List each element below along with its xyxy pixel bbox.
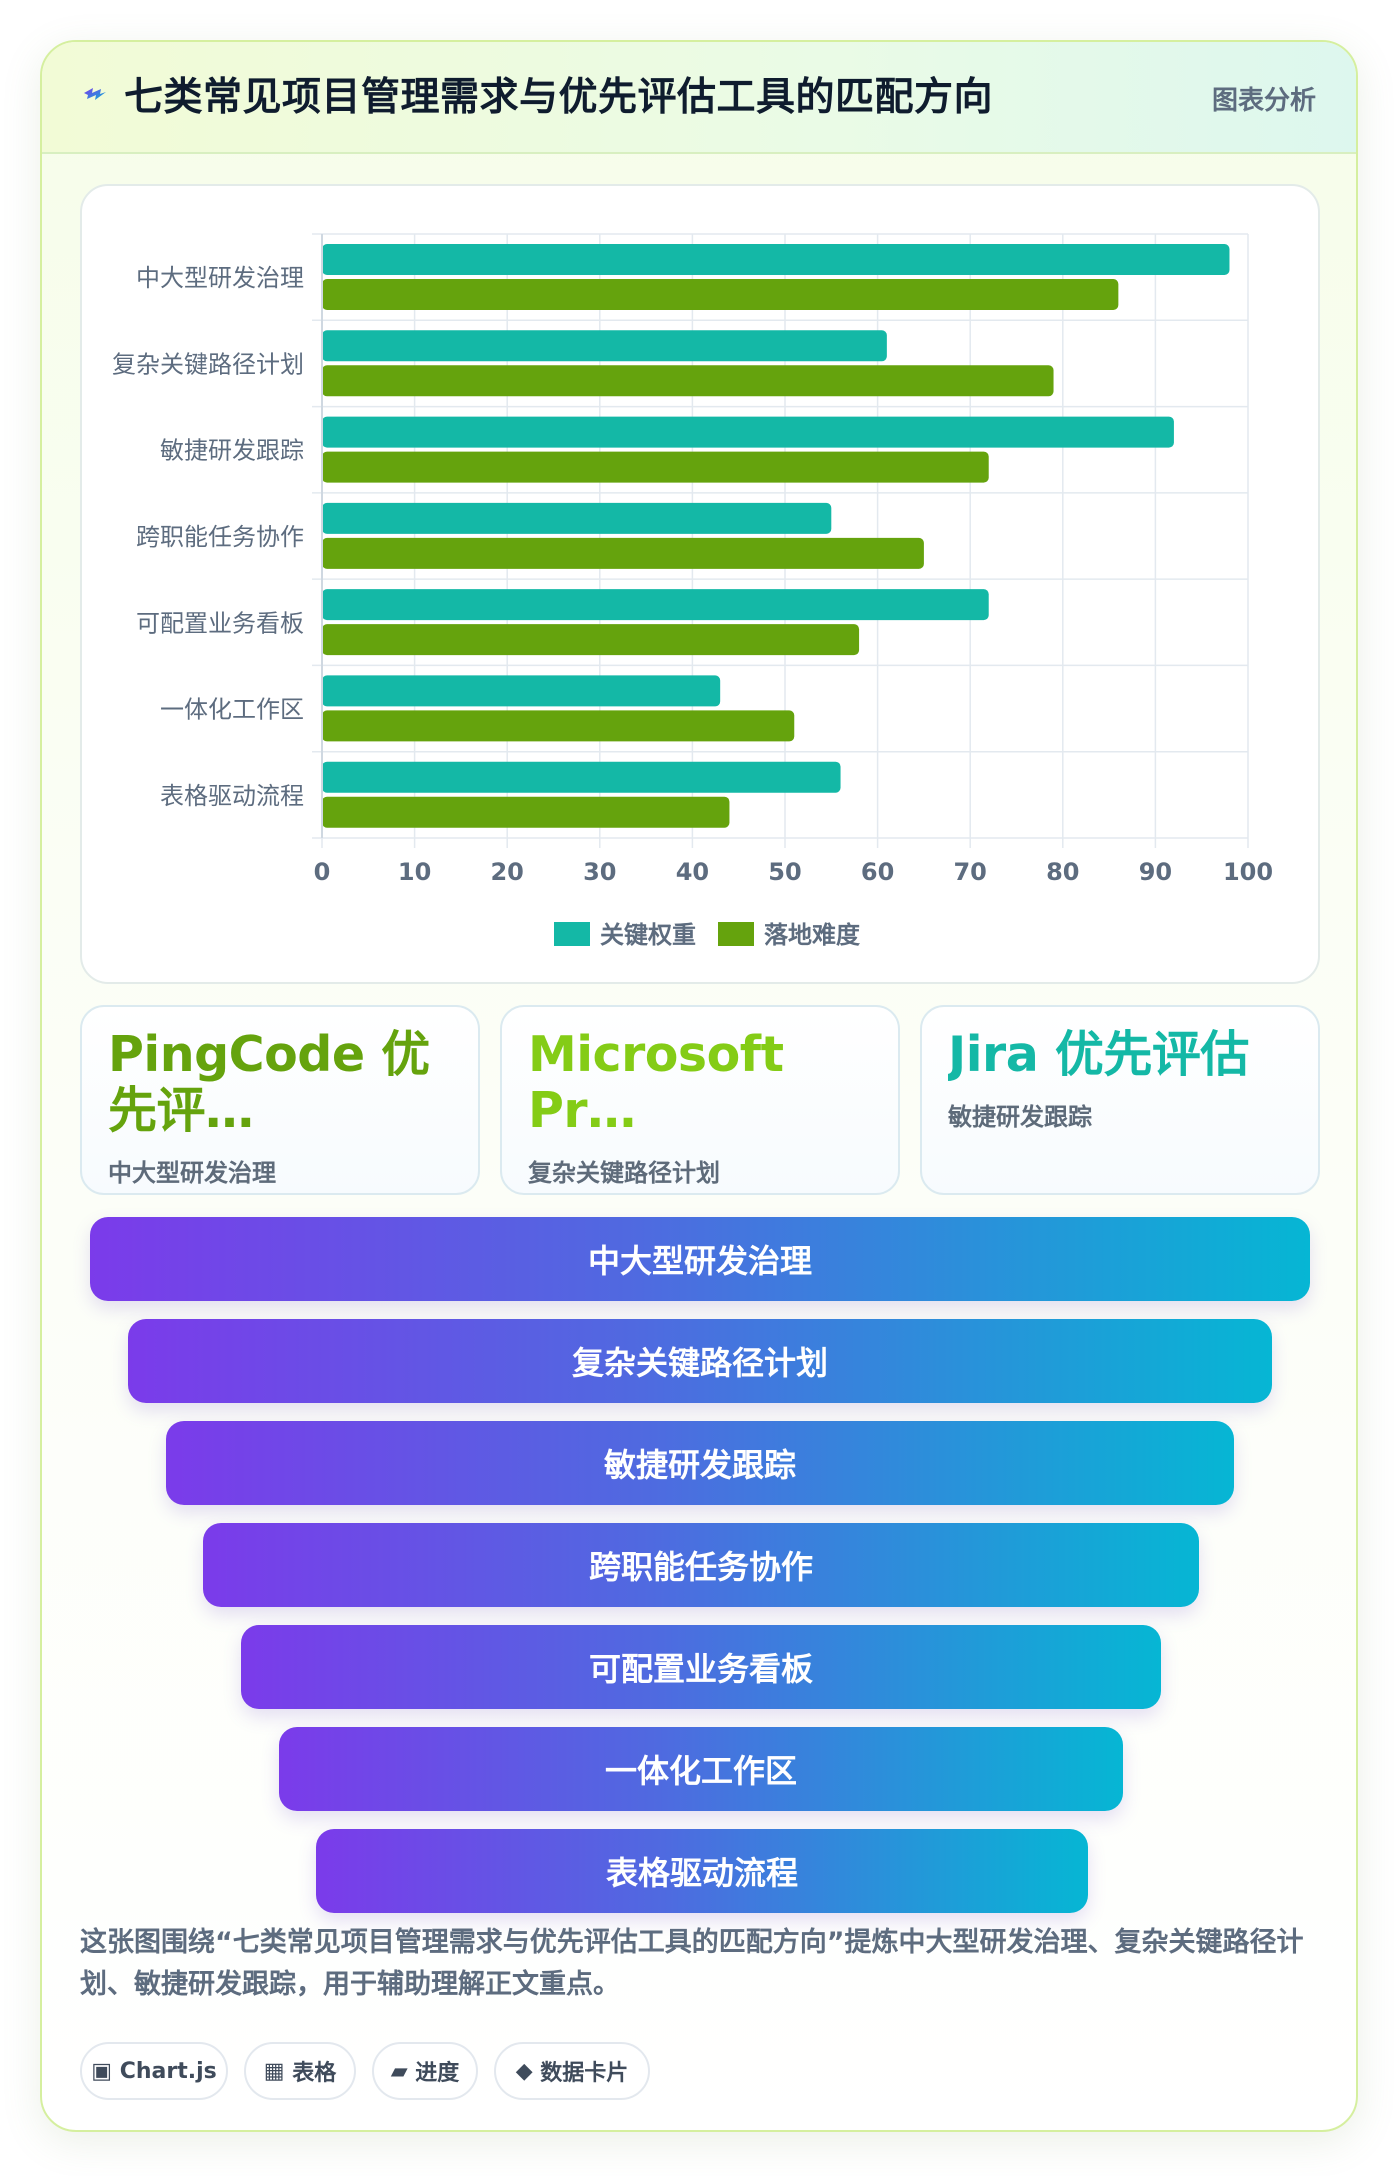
bar bbox=[322, 502, 832, 534]
tag-label: 表格 bbox=[292, 2061, 337, 2086]
bar bbox=[322, 710, 795, 742]
stat-card-value: PingCode 优先评… bbox=[108, 1027, 430, 1139]
category-label: 中大型研发治理 bbox=[136, 264, 304, 292]
category-label: 表格驱动流程 bbox=[160, 782, 304, 810]
tag-label: Chart.js bbox=[119, 2058, 217, 2084]
funnel-step: 复杂关键路径计划 bbox=[128, 1319, 1272, 1403]
tick-label: 90 bbox=[1139, 858, 1172, 886]
legend-label: 关键权重 bbox=[600, 921, 696, 949]
tick-label: 60 bbox=[861, 858, 894, 886]
stat-card: Microsoft Pr… 复杂关键路径计划 bbox=[500, 1005, 900, 1195]
tag-data-card[interactable]: ◆ 数据卡片 bbox=[494, 2042, 650, 2100]
tick-label: 100 bbox=[1223, 858, 1273, 886]
bar bbox=[322, 416, 1174, 448]
bar bbox=[322, 279, 1119, 310]
tick-label: 80 bbox=[1046, 858, 1079, 886]
bar bbox=[322, 624, 860, 656]
category-label: 一体化工作区 bbox=[160, 696, 304, 724]
stat-card-label: 中大型研发治理 bbox=[108, 1159, 276, 1187]
stat-card-value: Jira 优先评估 bbox=[948, 1027, 1249, 1083]
bar bbox=[322, 675, 721, 707]
category-label: 跨职能任务协作 bbox=[136, 523, 304, 551]
tag-table[interactable]: ▦ 表格 bbox=[244, 2042, 356, 2100]
tick-label: 70 bbox=[953, 858, 986, 886]
funnel-step: 可配置业务看板 bbox=[241, 1625, 1161, 1709]
progress-icon: ▰ bbox=[390, 2058, 408, 2084]
funnel-step: 表格驱动流程 bbox=[316, 1829, 1088, 1913]
bar bbox=[322, 451, 989, 483]
stat-card: Jira 优先评估 敏捷研发跟踪 bbox=[920, 1005, 1320, 1195]
bar-chart: 中大型研发治理复杂关键路径计划敏捷研发跟踪跨职能任务协作可配置业务看板一体化工作… bbox=[112, 233, 1273, 949]
funnel-step: 中大型研发治理 bbox=[90, 1217, 1310, 1301]
description: 这张图围绕“七类常见项目管理需求与优先评估工具的匹配方向”提炼中大型研发治理、复… bbox=[80, 1927, 1304, 2000]
legend-label: 落地难度 bbox=[764, 921, 861, 949]
tick-label: 20 bbox=[490, 858, 523, 886]
chart-analysis-badge: 图表分析 bbox=[1211, 86, 1316, 116]
stat-card-value: Microsoft Pr… bbox=[528, 1027, 784, 1139]
stat-card: PingCode 优先评… 中大型研发治理 bbox=[80, 1005, 480, 1195]
bar bbox=[322, 761, 841, 793]
funnel-step: 一体化工作区 bbox=[279, 1727, 1123, 1811]
header: 七类常见项目管理需求与优先评估工具的匹配方向 图表分析 bbox=[42, 42, 1356, 154]
page-title: 七类常见项目管理需求与优先评估工具的匹配方向 bbox=[124, 75, 994, 120]
tag-chartjs[interactable]: ▣ Chart.js bbox=[80, 2042, 228, 2100]
bar bbox=[322, 589, 989, 621]
stat-card-label: 敏捷研发跟踪 bbox=[948, 1103, 1092, 1131]
funnel: 中大型研发治理 复杂关键路径计划 敏捷研发跟踪 跨职能任务协作 可配置业务看板 … bbox=[42, 1217, 1356, 1957]
bar bbox=[322, 365, 1054, 397]
tick-label: 50 bbox=[768, 858, 801, 886]
main-card: 七类常见项目管理需求与优先评估工具的匹配方向 图表分析 中大型研发治理 复杂关键路… bbox=[40, 40, 1358, 2132]
tag-label: 数据卡片 bbox=[540, 2061, 629, 2086]
stat-cards: PingCode 优先评… 中大型研发治理 Microsoft Pr… 复杂关键… bbox=[80, 1005, 1320, 1195]
bar bbox=[322, 537, 924, 569]
lightning-icon bbox=[84, 88, 106, 100]
category-label: 敏捷研发跟踪 bbox=[160, 437, 304, 465]
stat-card-label: 复杂关键路径计划 bbox=[528, 1159, 720, 1187]
bar bbox=[322, 796, 730, 828]
bar bbox=[322, 244, 1230, 275]
tick-label: 30 bbox=[583, 858, 616, 886]
tick-label: 40 bbox=[676, 858, 709, 886]
tag-progress[interactable]: ▰ 进度 bbox=[372, 2042, 478, 2100]
legend-swatch bbox=[554, 922, 590, 946]
category-label: 复杂关键路径计划 bbox=[112, 350, 304, 378]
tag-label: 进度 bbox=[415, 2061, 460, 2086]
funnel-step: 敏捷研发跟踪 bbox=[166, 1421, 1234, 1505]
tick-label: 0 bbox=[314, 858, 331, 886]
bar bbox=[322, 330, 887, 362]
chart-panel: 中大型研发治理复杂关键路径计划敏捷研发跟踪跨职能任务协作 可配置业务看板一体化工作… bbox=[80, 184, 1320, 984]
category-label: 可配置业务看板 bbox=[136, 609, 304, 637]
table-icon: ▦ bbox=[263, 2058, 285, 2084]
funnel-step: 跨职能任务协作 bbox=[203, 1523, 1199, 1607]
chart-icon: ▣ bbox=[91, 2058, 113, 2084]
tick-label: 10 bbox=[398, 858, 431, 886]
legend-swatch bbox=[718, 922, 754, 946]
diamond-icon: ◆ bbox=[515, 2058, 533, 2084]
